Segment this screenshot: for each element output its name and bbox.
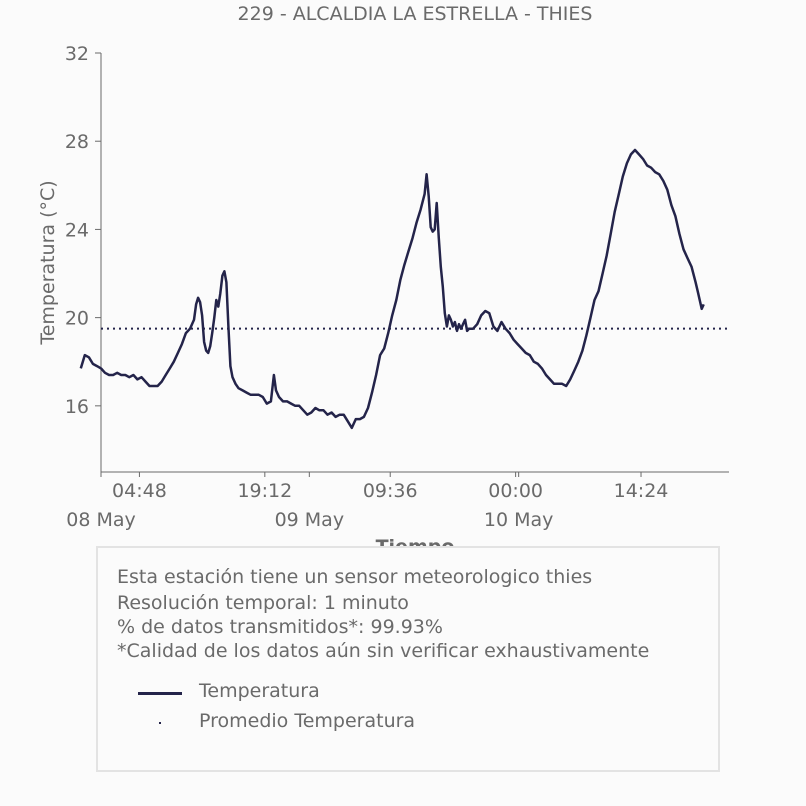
info-quality-note: *Calidad de los datos aún sin verificar … <box>117 640 650 662</box>
y-tick-label: 24 <box>65 219 89 241</box>
info-sensor: Esta estación tiene un sensor meteorolog… <box>117 566 593 588</box>
y-tick-label: 32 <box>65 43 89 65</box>
x-tick-label: 14:24 <box>614 480 669 502</box>
date-label: 09 May <box>275 509 345 531</box>
chart-title: 229 - ALCALDIA LA ESTRELLA - THIES <box>237 3 593 25</box>
y-tick-label: 16 <box>65 396 89 418</box>
info-box: Esta estación tiene un sensor meteorolog… <box>96 546 720 772</box>
x-tick-label: 00:00 <box>488 480 543 502</box>
date-label: 10 May <box>484 509 554 531</box>
x-tick-label: 09:36 <box>363 480 418 502</box>
x-tick-label: 19:12 <box>237 480 292 502</box>
y-axis-title: Temperatura (°C) <box>37 180 59 345</box>
x-tick-label: 04:48 <box>112 480 167 502</box>
legend-dot-icon <box>159 722 161 724</box>
legend-label: Promedio Temperatura <box>199 710 416 732</box>
y-tick-label: 28 <box>65 131 89 153</box>
legend-label: Temperatura <box>199 680 320 702</box>
temperature-chart: Temperatura (°C)Tiempo 162024283204:4819… <box>37 43 729 558</box>
info-transmitted: % de datos transmitidos*: 99.93% <box>117 616 443 638</box>
legend-line-icon <box>138 692 182 695</box>
chart-lines <box>79 148 729 430</box>
temperature-line <box>79 148 705 430</box>
y-tick-label: 20 <box>65 308 89 330</box>
chart-ticks: 16 20 24 28 32 04:48 19:12 09:36 00:00 14:24 08 Ma… <box>65 43 669 531</box>
info-resolution: Resolución temporal: 1 minuto <box>117 592 409 614</box>
date-label: 08 May <box>66 509 136 531</box>
